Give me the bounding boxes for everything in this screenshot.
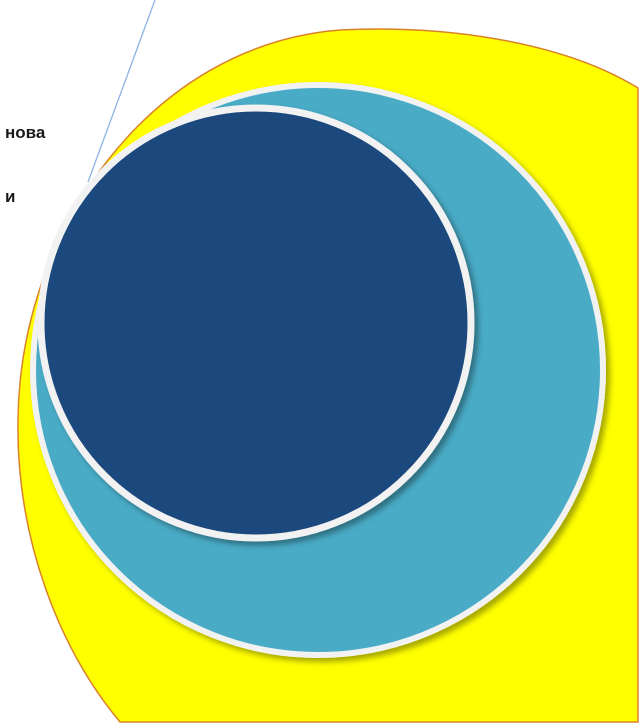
inner-circle bbox=[37, 104, 475, 542]
label-nova: нова bbox=[5, 123, 46, 142]
callout-line bbox=[87, 0, 156, 183]
label-i: и bbox=[5, 187, 16, 206]
